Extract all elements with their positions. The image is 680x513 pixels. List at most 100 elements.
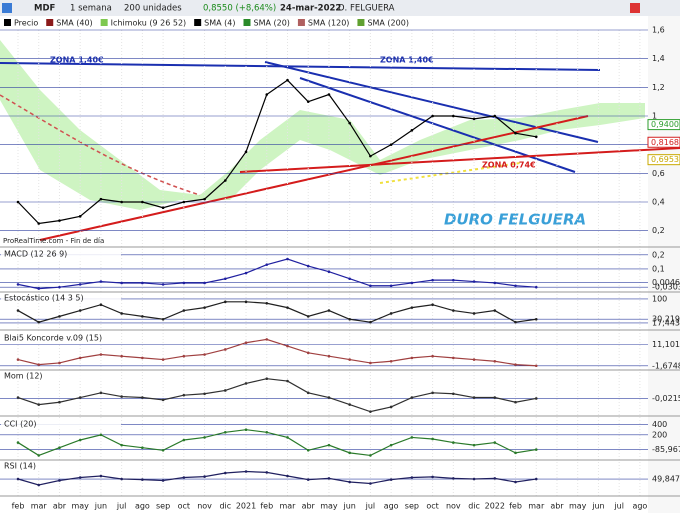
icon xyxy=(2,3,12,13)
data-point xyxy=(203,475,206,478)
data-point xyxy=(37,483,41,487)
data-point xyxy=(37,454,41,457)
x-tick-label: may xyxy=(320,502,338,511)
data-point xyxy=(265,430,269,434)
price-marker-label: 0,9400 xyxy=(651,120,679,129)
x-tick-label: abr xyxy=(302,502,316,511)
x-tick-label: 2021 xyxy=(236,502,256,511)
period[interactable]: 1 semana xyxy=(70,4,112,14)
data-point xyxy=(306,100,310,103)
data-point xyxy=(99,433,103,437)
data-point xyxy=(182,281,186,285)
legend-item: SMA (20) xyxy=(254,19,290,28)
panel-label-bg xyxy=(1,419,121,429)
units[interactable]: 200 unidades xyxy=(124,4,182,14)
data-point xyxy=(493,359,497,363)
data-point xyxy=(534,477,538,481)
data-point xyxy=(141,315,144,318)
data-point xyxy=(141,478,144,481)
data-point xyxy=(493,441,497,444)
data-point xyxy=(16,283,20,286)
data-point xyxy=(78,476,82,479)
x-tick-label: ago xyxy=(135,502,150,511)
data-point xyxy=(431,303,434,307)
data-point xyxy=(369,482,372,485)
data-point xyxy=(265,263,269,266)
data-point xyxy=(37,320,41,324)
support-line xyxy=(39,115,589,241)
data-point xyxy=(16,441,20,444)
y-tick-label: 1,2 xyxy=(652,83,665,92)
y-tick-label: 0,6 xyxy=(652,169,665,178)
x-tick-label: mar xyxy=(279,502,296,511)
data-point xyxy=(431,391,434,395)
x-tick-label: abr xyxy=(550,502,564,511)
y-tick-label: -0,0303 xyxy=(652,283,680,292)
data-point xyxy=(203,306,206,309)
panel-label: MACD (12 26 9) xyxy=(4,250,67,259)
data-point xyxy=(244,382,248,385)
instrument-name: D. FELGUERA xyxy=(338,4,395,14)
data-point xyxy=(58,479,61,482)
data-point xyxy=(99,303,103,307)
y-tick-label: 17,443 xyxy=(652,318,680,327)
x-tick-label: ago xyxy=(384,502,399,511)
data-point xyxy=(120,200,123,204)
data-point xyxy=(16,358,20,361)
panel-label-bg xyxy=(1,293,121,303)
legend-item: SMA (4) xyxy=(204,19,235,28)
data-point xyxy=(99,474,103,478)
series-line xyxy=(17,258,537,290)
data-point xyxy=(327,309,331,312)
price-marker-label: 0,6953 xyxy=(651,155,679,164)
data-point xyxy=(203,281,206,285)
data-point xyxy=(286,306,289,309)
legend-swatch xyxy=(243,19,251,26)
data-point xyxy=(389,284,393,288)
series-line xyxy=(17,79,537,225)
data-point xyxy=(224,179,227,182)
symbol[interactable]: MDF xyxy=(34,4,56,14)
data-point xyxy=(141,200,144,204)
data-point xyxy=(534,397,538,400)
data-point xyxy=(327,354,331,358)
data-point xyxy=(224,277,227,281)
data-point xyxy=(99,280,103,283)
data-point xyxy=(286,436,289,439)
data-point xyxy=(265,338,269,341)
data-point xyxy=(58,219,61,222)
data-point xyxy=(182,393,186,397)
x-tick-label: dic xyxy=(219,502,231,511)
data-point xyxy=(431,354,434,358)
data-point xyxy=(514,363,517,366)
panel-label: CCI (20) xyxy=(4,420,37,429)
data-point xyxy=(306,448,310,452)
data-point xyxy=(78,356,82,360)
data-point xyxy=(410,129,414,132)
panel-label: Mom (12) xyxy=(4,372,43,381)
data-point xyxy=(452,114,455,118)
data-point xyxy=(472,280,476,283)
data-point xyxy=(182,200,186,204)
data-point xyxy=(410,476,414,479)
y-tick-label: 49,847 xyxy=(652,475,680,484)
data-point xyxy=(452,441,455,444)
close-button[interactable] xyxy=(630,3,640,13)
y-tick-label: -1,6748 xyxy=(652,361,680,370)
data-point xyxy=(389,359,393,363)
data-point xyxy=(514,320,517,324)
panel-label: Blai5 Koncorde v.09 (15) xyxy=(4,334,102,343)
data-point xyxy=(224,430,227,434)
data-point xyxy=(265,377,269,381)
y-tick-label: 0,4 xyxy=(652,198,665,207)
toolbar xyxy=(0,0,680,16)
data-point xyxy=(286,474,289,478)
data-point xyxy=(493,114,497,118)
ichimoku-cloud xyxy=(0,40,645,210)
data-point xyxy=(120,443,123,447)
data-point xyxy=(286,78,289,82)
y-tick-label: 400 xyxy=(652,420,667,429)
data-point xyxy=(472,117,476,121)
data-point xyxy=(493,281,497,285)
data-point xyxy=(203,392,206,396)
